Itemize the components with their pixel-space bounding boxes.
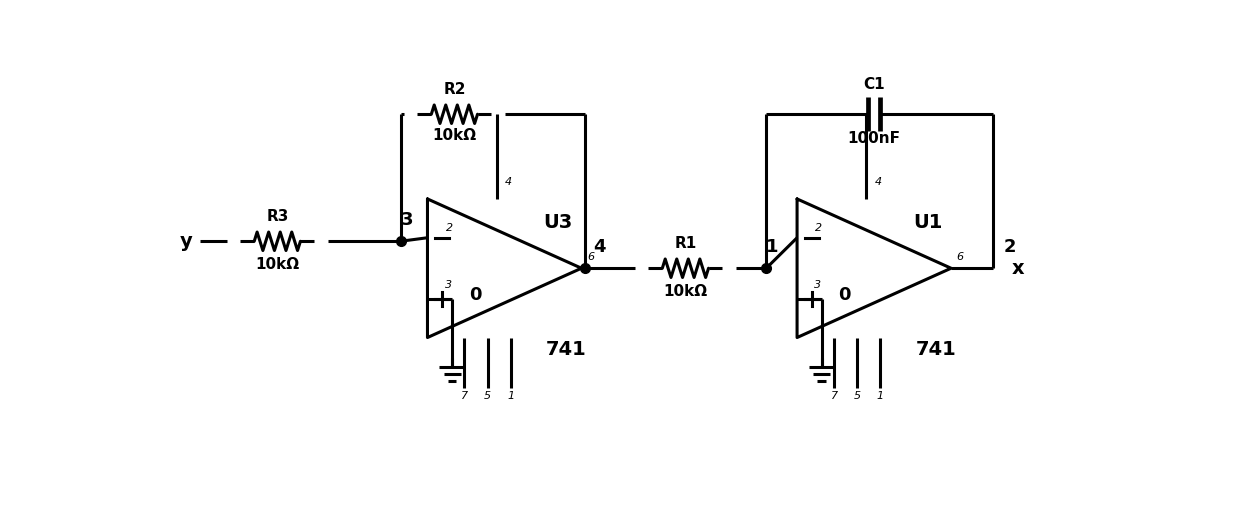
Text: 7: 7 [830,391,838,401]
Text: C1: C1 [864,77,885,92]
Text: 0: 0 [839,286,851,304]
Text: 6: 6 [587,252,595,262]
Text: 2: 2 [1004,238,1017,256]
Text: 6: 6 [957,252,964,262]
Text: 0: 0 [470,286,482,304]
Text: x: x [1012,259,1025,278]
Text: 2: 2 [446,223,452,233]
Text: 100nF: 100nF [847,132,901,146]
Text: 3: 3 [400,211,413,229]
Text: 2: 2 [815,223,823,233]
Text: 3: 3 [814,280,821,290]
Text: 10kΩ: 10kΩ [255,257,300,272]
Text: 741: 741 [916,340,957,359]
Text: 10kΩ: 10kΩ [432,128,477,144]
Text: R2: R2 [444,82,466,97]
Text: 1: 1 [507,391,514,401]
Text: 4: 4 [875,177,881,187]
Text: 1: 1 [877,391,883,401]
Text: 741: 741 [545,340,586,359]
Text: U1: U1 [913,212,943,232]
Text: R1: R1 [674,236,696,251]
Text: 3: 3 [445,280,452,290]
Text: R3: R3 [266,209,289,224]
Text: U3: U3 [544,212,572,232]
Text: 4: 4 [593,238,606,256]
Text: 4: 4 [504,177,512,187]
Text: 7: 7 [461,391,468,401]
Text: 1: 1 [766,238,778,256]
Text: 5: 5 [854,391,861,401]
Text: y: y [180,232,193,251]
Text: 5: 5 [484,391,491,401]
Text: 10kΩ: 10kΩ [663,284,707,299]
